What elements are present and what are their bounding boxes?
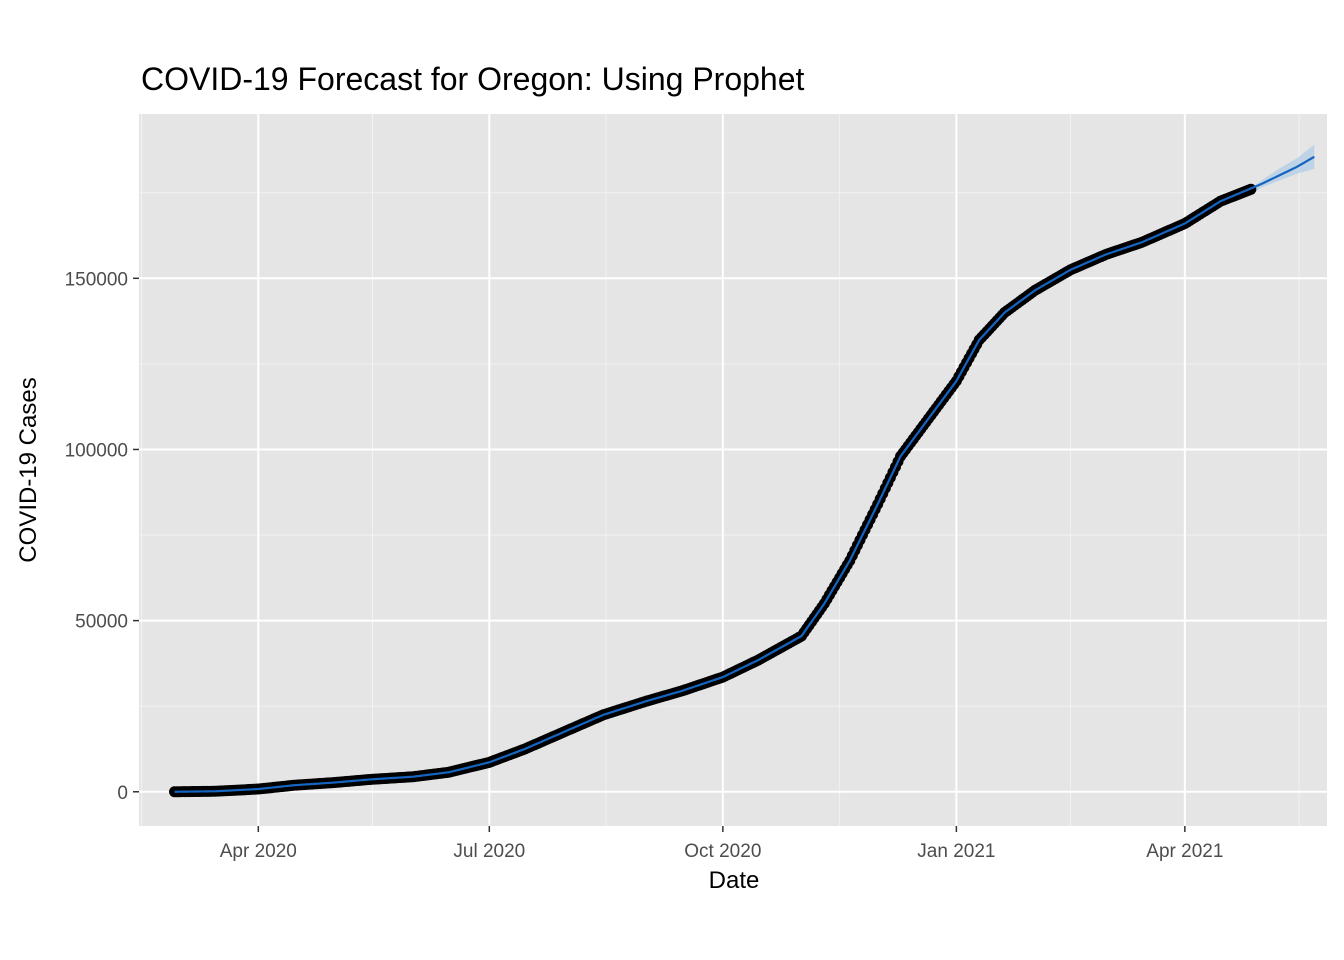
x-tick-label: Apr 2021 [1146, 841, 1223, 862]
forecast-line-layer [174, 155, 1315, 793]
chart-title: COVID-19 Forecast for Oregon: Using Prop… [141, 61, 805, 97]
y-tick-label: 50000 [75, 612, 128, 633]
x-axis: Apr 2020 Jul 2020 Oct 2020 Jan 2021 Apr 2021 [220, 826, 1223, 862]
y-axis-label: COVID-19 Cases [15, 377, 42, 562]
x-tick-label: Jan 2021 [917, 841, 995, 862]
x-axis-label: Date [709, 867, 760, 894]
y-axis: 0 50000 100000 150000 [65, 269, 139, 804]
major-gridlines [139, 114, 1327, 826]
x-tick-label: Jul 2020 [453, 841, 525, 862]
forecast-line [174, 155, 1315, 793]
minor-gridlines [139, 114, 1327, 826]
x-tick-label: Oct 2020 [684, 841, 761, 862]
y-tick-label: 0 [117, 783, 128, 804]
y-tick-label: 100000 [65, 440, 128, 461]
plot-panel [139, 114, 1327, 826]
y-tick-label: 150000 [65, 269, 128, 290]
x-tick-label: Apr 2020 [220, 841, 297, 862]
